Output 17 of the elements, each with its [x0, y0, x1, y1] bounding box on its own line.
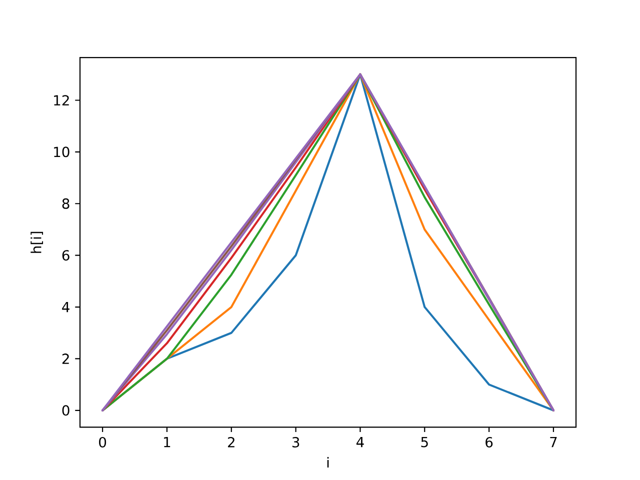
y-tick-label: 2 — [62, 354, 69, 364]
x-tick-label: 4 — [356, 436, 364, 448]
y-tick-label: 4 — [62, 302, 70, 312]
y-tick-label: 8 — [62, 198, 70, 209]
y-tick-label: 0 — [62, 405, 70, 416]
y-tick-label: 12 — [54, 95, 69, 106]
x-tick-label: 5 — [421, 436, 428, 448]
y-axis-title: h[i] — [30, 232, 44, 253]
y-tick-label: 10 — [54, 146, 70, 158]
x-tick-label: 6 — [486, 436, 493, 448]
x-tick-label: 2 — [228, 436, 234, 448]
y-tick-label: 6 — [62, 250, 70, 261]
x-tick-label: 1 — [164, 436, 170, 448]
x-tick-label: 7 — [550, 436, 557, 448]
x-tick-label: 3 — [292, 436, 300, 448]
x-axis-title: i — [327, 457, 329, 468]
x-tick-label: 0 — [99, 436, 106, 448]
